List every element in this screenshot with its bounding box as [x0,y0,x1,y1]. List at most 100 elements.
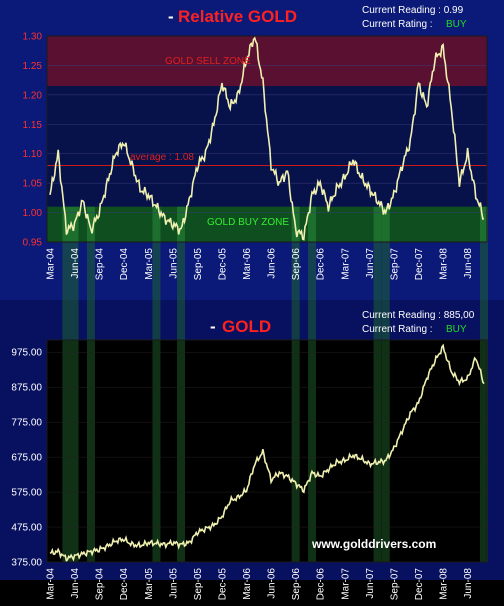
bottom-buy-band [86,340,95,562]
relative-gold-plot-border [46,35,488,243]
top-y-tick-label: 1.15 [23,120,43,131]
gap-buy-band [480,242,488,340]
bottom-x-tick-label: Mar-05 [144,568,155,600]
bottom-x-tick-label: Sep-06 [291,568,302,601]
relative-gold-series-line [49,36,485,241]
buy-zone-label: GOLD BUY ZONE [207,217,289,228]
bottom-y-tick-label: 675.00 [11,453,42,464]
top-x-tick-label: Sep-07 [389,248,400,281]
bottom-x-tick-label: Sep-05 [193,568,204,601]
bottom-y-tick-label: 975.00 [11,348,42,359]
average-label: average : 1.08 [130,152,194,163]
top-buy-signal-bands [62,206,488,340]
bottom-x-tick-label: Jun-04 [70,568,81,599]
top-x-tick-label: Jun-07 [365,248,376,279]
top-buy-band [152,206,161,242]
top-x-tick-label: Sep-04 [95,248,106,281]
sell-zone-label: GOLD SELL ZONE [165,56,251,67]
gap-buy-band [291,242,300,340]
bottom-x-tick-label: Jun-05 [168,568,179,599]
bottom-current-rating-label: Current Rating : [362,324,433,335]
bottom-x-tick-label: Mar-07 [340,568,351,600]
top-x-tick-label: Mar-05 [144,248,155,280]
top-buy-band [373,206,382,242]
top-buy-band [381,206,390,242]
relative-gold-x-axis: Mar-04 Jun-04 Sep-04 Dec-04 Mar-05 Jun-05 Sep-… [46,248,475,281]
top-current-reading: Current Reading : 0.99 [362,5,464,16]
gap-buy-band [62,242,79,340]
bottom-buy-band [381,340,390,562]
top-x-tick-label: Dec-06 [316,248,327,281]
bottom-x-tick-label: Dec-04 [119,568,130,601]
gap-buy-band [152,242,161,340]
bottom-x-tick-label: Dec-07 [414,568,425,601]
bottom-y-tick-label: 775.00 [11,418,42,429]
gap-buy-band [373,242,382,340]
bottom-y-tick-label: 475.00 [11,523,42,534]
bottom-y-tick-label: 575.00 [11,488,42,499]
bottom-x-tick-label: Dec-06 [316,568,327,601]
top-y-tick-label: 1.25 [23,61,43,72]
gold-plot: 975.00 875.00 775.00 675.00 575.00 475.00 375.… [11,339,488,601]
gap-buy-band [177,242,186,340]
top-x-tick-label: Mar-04 [46,248,57,280]
top-y-tick-label: 1.00 [23,208,43,219]
top-buy-band [308,206,317,242]
top-title-dash: - [168,7,174,26]
top-x-tick-label: Sep-06 [291,248,302,281]
bottom-current-reading: Current Reading : 885,00 [362,310,475,321]
gap-buy-band [86,242,95,340]
bottom-title: GOLD [222,317,271,336]
top-y-tick-label: 1.20 [23,90,43,101]
bottom-x-tick-label: Jun-07 [365,568,376,599]
top-x-tick-label: Mar-08 [439,248,450,280]
bottom-buy-band [62,340,79,562]
top-current-rating-label: Current Rating : [362,19,433,30]
bottom-current-rating-value: BUY [446,324,467,335]
bottom-buy-band [177,340,186,562]
bottom-x-tick-label: Jun-06 [267,568,278,599]
bottom-buy-band [308,340,317,562]
bottom-x-tick-label: Dec-05 [217,568,228,601]
bottom-buy-band [152,340,161,562]
sell-zone-band [47,36,487,87]
top-x-tick-label: Jun-04 [70,248,81,279]
top-x-tick-label: Dec-04 [119,248,130,281]
bottom-x-tick-label: Sep-07 [389,568,400,601]
bottom-buy-signal-bands [62,340,488,562]
top-title: Relative GOLD [178,7,297,26]
bottom-y-tick-label: 875.00 [11,383,42,394]
gold-series-line [49,343,485,563]
gap-buy-band [308,242,317,340]
top-x-tick-label: Dec-05 [217,248,228,281]
top-y-tick-label: 1.10 [23,149,43,160]
bottom-x-tick-label: Mar-08 [439,568,450,600]
relative-gold-plot: 1.30 1.25 1.20 1.15 1.10 1.05 1.00 0.95 Mar-04 J… [23,32,488,340]
bottom-x-tick-label: Mar-04 [46,568,57,600]
gold-x-axis: Mar-04 Jun-04 Sep-04 Dec-04 Mar-05 Jun-05 Sep-… [46,568,475,601]
top-buy-band [177,206,186,242]
bottom-title-dash: - [210,317,216,336]
top-x-tick-label: Dec-07 [414,248,425,281]
top-y-tick-label: 1.05 [23,179,43,190]
bottom-x-tick-label: Sep-04 [95,568,106,601]
bottom-x-tick-label: Mar-06 [242,568,253,600]
bottom-buy-band [373,340,382,562]
top-x-tick-label: Sep-05 [193,248,204,281]
top-y-tick-label: 0.95 [23,238,43,249]
gold-plot-area [47,340,487,562]
gap-buy-band [381,242,390,340]
bottom-x-tick-label: Jun-08 [463,568,474,599]
bottom-buy-band [480,340,488,562]
top-current-rating-value: BUY [446,19,467,30]
top-buy-band [86,206,95,242]
gold-plot-border [46,339,488,563]
bottom-y-tick-label: 375.00 [11,558,42,569]
top-x-tick-label: Mar-07 [340,248,351,280]
top-x-tick-label: Jun-05 [168,248,179,279]
top-y-tick-label: 1.30 [23,32,43,43]
watermark: www.golddrivers.com [311,537,436,551]
top-x-tick-label: Jun-06 [267,248,278,279]
